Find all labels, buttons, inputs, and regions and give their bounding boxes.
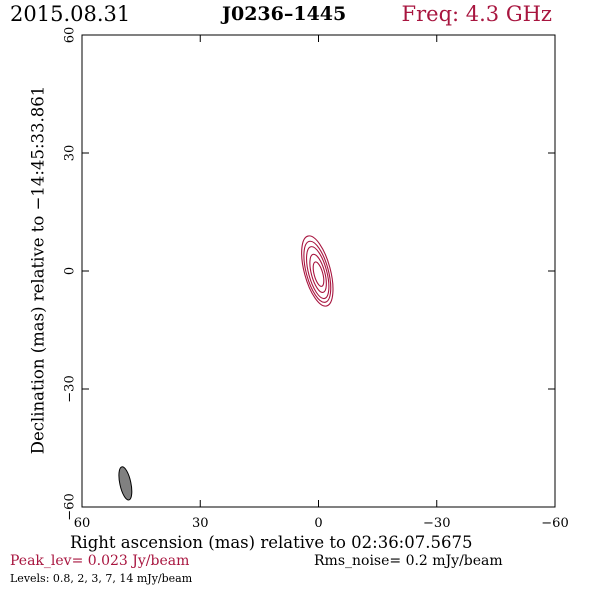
plot-frame [81, 34, 556, 508]
observation-date: 2015.08.31 [10, 2, 131, 26]
source-name: J0236–1445 [222, 3, 347, 25]
beam-ellipse [118, 466, 133, 501]
contour-level-14 [312, 261, 325, 287]
contour-levels: Levels: 0.8, 2, 3, 7, 14 mJy/beam [10, 572, 193, 585]
x-axis-label: Right ascension (mas) relative to 02:36:… [70, 533, 473, 552]
y-tick-label: 30 [63, 145, 78, 162]
rms-noise: Rms_noise= 0.2 mJy/beam [314, 553, 503, 569]
contour-level-7 [309, 253, 327, 293]
y-tick-label: 60 [63, 27, 78, 44]
peak-level: Peak_lev= 0.023 Jy/beam [10, 553, 190, 569]
y-tick-label: −60 [63, 493, 78, 520]
x-tick-label: −30 [423, 516, 450, 531]
x-tick-label: 0 [314, 516, 322, 531]
contour-level-0-8 [301, 235, 334, 307]
frequency-label: Freq: 4.3 GHz [401, 2, 552, 26]
contour-level-2 [303, 240, 332, 303]
x-tick-label: 30 [192, 516, 209, 531]
y-tick-label: −30 [63, 375, 78, 402]
contour-level-3 [305, 246, 330, 300]
x-tick-label: −60 [541, 516, 568, 531]
y-tick-label: 0 [63, 267, 78, 275]
x-tick-label: 60 [74, 516, 91, 531]
y-axis-label: Declination (mas) relative to −14:45:33.… [28, 85, 48, 455]
